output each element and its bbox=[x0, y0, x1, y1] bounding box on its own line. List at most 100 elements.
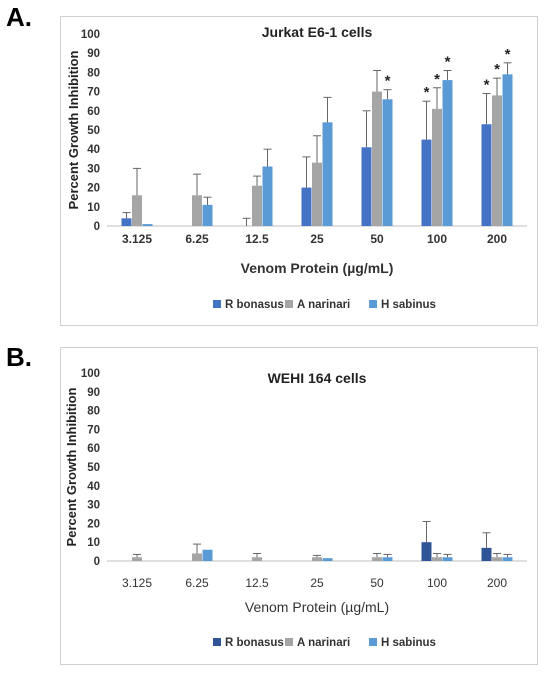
legend-label: R bonasus bbox=[225, 637, 284, 649]
bar bbox=[481, 547, 492, 561]
bar bbox=[252, 185, 262, 226]
significance-marker: * bbox=[494, 61, 500, 78]
bar bbox=[442, 80, 453, 226]
y-tick-label: 70 bbox=[87, 424, 100, 436]
bar bbox=[312, 557, 322, 561]
bar bbox=[492, 95, 502, 226]
x-tick-label: 25 bbox=[310, 232, 324, 246]
y-tick-label: 50 bbox=[87, 125, 100, 137]
bar bbox=[312, 162, 322, 226]
x-tick-label: 3.125 bbox=[122, 232, 152, 246]
significance-marker: * bbox=[445, 53, 451, 70]
significance-marker: * bbox=[424, 84, 430, 101]
panel-label-b: B. bbox=[6, 342, 32, 372]
y-tick-label: 100 bbox=[81, 368, 100, 380]
x-tick-label: 50 bbox=[370, 232, 384, 246]
legend-label: A narinari bbox=[297, 637, 350, 649]
bar bbox=[372, 91, 382, 226]
legend-label: H sabinus bbox=[381, 637, 436, 649]
bar bbox=[361, 147, 372, 226]
x-tick-label: 12.5 bbox=[245, 576, 269, 590]
bar bbox=[421, 139, 432, 226]
legend-swatch bbox=[369, 300, 377, 308]
chart-title: WEHI 164 cells bbox=[268, 370, 367, 386]
bar bbox=[132, 195, 142, 226]
bar bbox=[142, 224, 153, 226]
legend-swatch bbox=[369, 638, 377, 646]
y-tick-label: 90 bbox=[87, 387, 100, 399]
y-tick-label: 0 bbox=[94, 221, 100, 233]
y-tick-label: 20 bbox=[87, 518, 100, 530]
y-tick-label: 0 bbox=[94, 556, 100, 568]
x-tick-label: 6.25 bbox=[185, 232, 209, 246]
y-tick-label: 10 bbox=[87, 537, 100, 549]
legend-swatch bbox=[285, 638, 293, 646]
x-tick-label: 50 bbox=[370, 576, 384, 590]
y-tick-label: 60 bbox=[87, 106, 100, 118]
legend-label: H sabinus bbox=[381, 299, 436, 311]
x-tick-label: 200 bbox=[487, 576, 507, 590]
significance-marker: * bbox=[505, 46, 511, 63]
y-axis-label: Percent Growth Inhibition bbox=[64, 387, 79, 546]
chart-title: Jurkat E6-1 cells bbox=[262, 24, 373, 40]
y-tick-label: 60 bbox=[87, 443, 100, 455]
bar bbox=[132, 557, 142, 561]
significance-marker: * bbox=[484, 77, 490, 94]
y-axis-label: Percent Growth Inhibition bbox=[66, 50, 81, 209]
y-tick-label: 80 bbox=[87, 406, 100, 418]
x-tick-label: 6.25 bbox=[185, 576, 209, 590]
chart-panel-wehi: WEHI 164 cells 0 10 20 30 40 50 60 70 80 90 100 Perc… bbox=[60, 347, 538, 665]
y-tick-label: 50 bbox=[87, 462, 100, 474]
bar bbox=[481, 124, 492, 226]
bar bbox=[322, 122, 333, 226]
bar bbox=[262, 166, 273, 226]
legend-label: A narinari bbox=[297, 299, 350, 311]
bar bbox=[421, 542, 432, 561]
chart-jurkat: Jurkat E6-1 cells0102030405060708090100P… bbox=[66, 24, 527, 311]
bar bbox=[372, 557, 382, 561]
y-tick-label: 40 bbox=[87, 144, 100, 156]
panel-label-a: A. bbox=[6, 2, 32, 32]
bar bbox=[301, 187, 312, 226]
y-tick-label: 70 bbox=[87, 87, 100, 99]
bar bbox=[442, 557, 453, 561]
legend-swatch bbox=[285, 300, 293, 308]
bar bbox=[202, 204, 213, 226]
bar bbox=[322, 558, 333, 561]
y-tick-label: 30 bbox=[87, 500, 100, 512]
bar bbox=[192, 195, 202, 226]
x-tick-label: 12.5 bbox=[245, 232, 269, 246]
y-tick-label: 10 bbox=[87, 202, 100, 214]
x-tick-label: 25 bbox=[310, 576, 324, 590]
y-tick-label: 100 bbox=[81, 29, 100, 41]
significance-marker: * bbox=[385, 73, 391, 90]
legend-swatch bbox=[213, 638, 221, 646]
bar bbox=[492, 557, 502, 561]
bar bbox=[502, 557, 513, 561]
chart-wehi: WEHI 164 cells0102030405060708090100Perc… bbox=[64, 368, 527, 649]
chart-panel-jurkat: Jurkat E6-1 cells 0 10 20 30 40 50 60 70 80 90 100 P… bbox=[60, 16, 538, 326]
y-tick-label: 80 bbox=[87, 67, 100, 79]
y-tick-label: 90 bbox=[87, 48, 100, 60]
y-tick-label: 30 bbox=[87, 163, 100, 175]
bar bbox=[382, 557, 393, 561]
x-axis-label: Venom Protein (µg/mL) bbox=[241, 260, 394, 276]
x-axis-label: Venom Protein (µg/mL) bbox=[245, 599, 389, 615]
bar bbox=[252, 557, 262, 561]
y-tick-label: 40 bbox=[87, 481, 100, 493]
x-tick-label: 200 bbox=[487, 232, 507, 246]
y-tick-label: 20 bbox=[87, 183, 100, 195]
x-tick-label: 100 bbox=[427, 576, 447, 590]
bar bbox=[382, 99, 393, 226]
x-tick-label: 3.125 bbox=[122, 576, 152, 590]
bar bbox=[432, 557, 442, 561]
bar bbox=[121, 218, 132, 226]
legend-label: R bonasus bbox=[225, 299, 284, 311]
significance-marker: * bbox=[434, 71, 440, 88]
bar bbox=[202, 549, 213, 561]
x-tick-label: 100 bbox=[427, 232, 447, 246]
bar bbox=[192, 553, 202, 561]
legend-swatch bbox=[213, 300, 221, 308]
bar bbox=[432, 108, 442, 226]
bar bbox=[502, 74, 513, 226]
